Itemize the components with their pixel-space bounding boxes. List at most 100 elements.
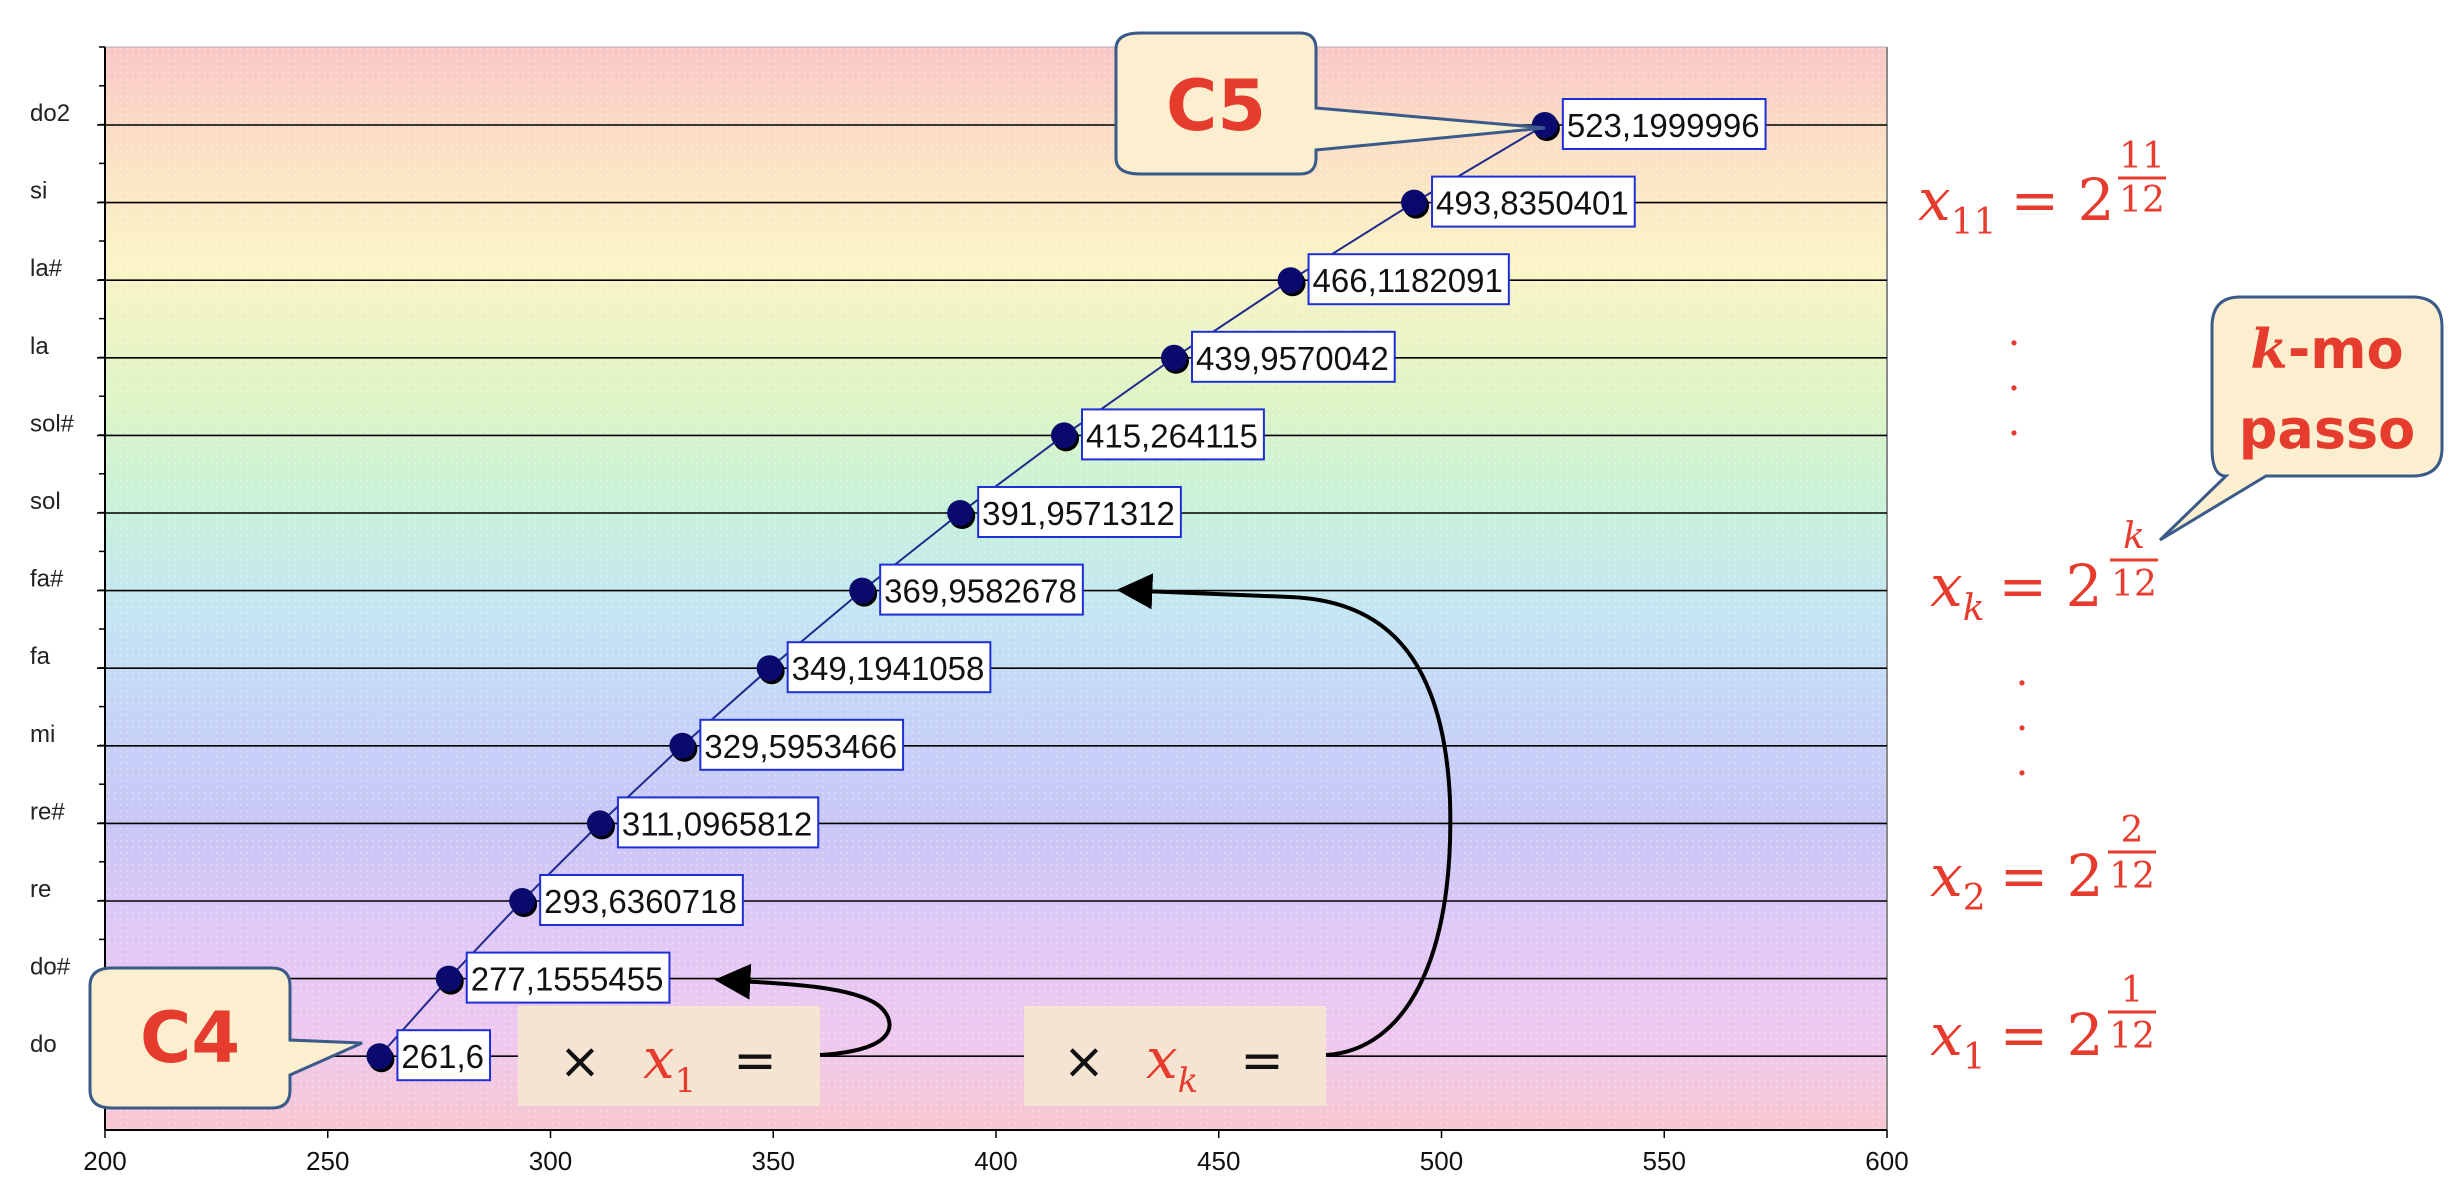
- data-label-box: [1431, 175, 1636, 228]
- operator-xk-sub: k: [1178, 1061, 1199, 1101]
- x-tick-label: 450: [1197, 1146, 1240, 1176]
- callout-kmo-line1: k-mo: [2250, 317, 2403, 381]
- y-tick-label: sol#: [30, 410, 75, 437]
- formula-x11-num: 11: [2119, 136, 2165, 177]
- data-label: 329,5953466: [699, 718, 905, 771]
- formula-x2-sub: 2: [1963, 878, 1986, 919]
- data-label-text: 439,9570042: [1196, 340, 1389, 377]
- operator-x1-var: x: [643, 1027, 675, 1092]
- data-label-text: 329,5953466: [704, 728, 897, 765]
- formula-xk-sub: k: [1963, 588, 1985, 629]
- formula-x11-base: x: [1918, 166, 1951, 234]
- formula-x2-num: 2: [2121, 810, 2144, 851]
- dot-4: .: [2016, 649, 2029, 695]
- formula-xk-num: k: [2123, 516, 2145, 557]
- data-label: 277,1555455: [465, 951, 671, 1004]
- x-tick-label: 600: [1865, 1146, 1908, 1176]
- y-tick-label: fa: [30, 643, 51, 670]
- y-tick-label: do2: [30, 100, 70, 127]
- data-label-text: 311,0965812: [622, 805, 812, 842]
- y-tick-label: do#: [30, 954, 71, 981]
- data-label-text: 466,1182091: [1313, 262, 1503, 299]
- formula-dots-lower: . . .: [2016, 649, 2029, 785]
- dot-5: .: [2016, 694, 2029, 740]
- formula-x2-base: x: [1930, 842, 1963, 910]
- formula-xk: xk = 2 k 12: [1930, 516, 2158, 629]
- callout-c5-shape: [1114, 31, 1546, 176]
- data-point-marker: [1401, 189, 1428, 216]
- operator-x1: x1: [643, 1027, 696, 1101]
- operator-box-x1-bg: [518, 1006, 820, 1106]
- x-tick-label: 400: [974, 1146, 1017, 1176]
- data-label-box: [1307, 253, 1510, 306]
- operator-box-x1: × x1 =: [518, 1006, 820, 1106]
- formula-x11-sub: 11: [1951, 202, 1997, 243]
- y-tick-label: re#: [30, 798, 65, 825]
- y-axis: do do# re re# mi fa fa# sol sol# la la# si do2: [30, 46, 106, 1130]
- formula-dots-upper: . . .: [2008, 309, 2021, 445]
- data-point-marker: [1161, 344, 1188, 371]
- formula-x11: x11 = 2 11 12: [1918, 136, 2166, 243]
- data-label-box: [1561, 98, 1767, 150]
- callout-kmo-rest: -mo: [2288, 318, 2404, 381]
- data-label: 293,6360718: [539, 874, 744, 926]
- operator-xk-var: x: [1146, 1027, 1178, 1092]
- y-tick-label: mi: [30, 721, 55, 748]
- formula-x1-den: 12: [2109, 1016, 2155, 1057]
- callout-kmo-line2: passo: [2239, 398, 2415, 461]
- x-axis: 200 250 300 350 400 450 500 550 600: [83, 1129, 1909, 1176]
- data-label-text: 277,1555455: [471, 961, 664, 998]
- x-tick-label: 300: [529, 1146, 572, 1176]
- data-label-box: [699, 718, 905, 771]
- operator-times-k: ×: [1063, 1032, 1105, 1090]
- data-label: 466,1182091: [1307, 253, 1510, 306]
- data-label: 349,1941058: [786, 641, 992, 694]
- data-label-text: 391,9571312: [982, 495, 1175, 532]
- formula-x1-sub: 1: [1963, 1037, 1986, 1078]
- data-point-marker: [849, 577, 876, 604]
- data-point-marker: [669, 732, 696, 759]
- callout-c4-shape: [88, 966, 363, 1110]
- data-labels: 261,6 277,1555455 293,6360718 311,0965812 32…: [396, 98, 1767, 1082]
- operator-x1-sub: 1: [675, 1061, 697, 1101]
- x-tick-label: 550: [1643, 1146, 1686, 1176]
- x-tick-label: 350: [752, 1146, 795, 1176]
- operator-box-xk: × xk =: [1024, 1006, 1326, 1106]
- data-points: [366, 112, 1560, 1073]
- data-point-marker: [509, 888, 536, 914]
- data-label-box: [465, 951, 671, 1004]
- operator-xk: xk: [1146, 1027, 1198, 1101]
- data-label-box: [977, 486, 1182, 538]
- data-label-box: [1081, 408, 1265, 461]
- y-tick-label: sol: [30, 488, 61, 515]
- data-label: 523,1999996: [1561, 98, 1767, 150]
- data-point-marker: [366, 1043, 393, 1070]
- formula-x11-lhs: x11 = 2: [1918, 166, 2114, 243]
- dot-1: .: [2008, 309, 2021, 355]
- formula-x11-eq: = 2: [2011, 166, 2115, 234]
- callout-c5: C5: [1114, 31, 1546, 176]
- callout-kmo-shape: [2158, 295, 2444, 542]
- formula-x2-lhs: x2 = 2: [1930, 842, 2104, 919]
- formula-x2-den: 12: [2109, 856, 2155, 897]
- data-label-box: [879, 563, 1084, 616]
- data-label: 493,8350401: [1431, 175, 1636, 228]
- data-label: 261,6: [396, 1029, 492, 1082]
- x-tick-label: 200: [83, 1146, 126, 1176]
- data-label-box: [616, 796, 820, 849]
- y-tick-label: si: [30, 178, 47, 205]
- data-label: 439,9570042: [1191, 330, 1396, 383]
- callout-c4: C4: [88, 966, 363, 1110]
- data-label-box: [786, 641, 992, 694]
- data-label-box: [539, 874, 744, 926]
- data-label-box: [1191, 330, 1396, 383]
- data-label-text: 261,6: [401, 1038, 484, 1075]
- data-point-marker: [756, 655, 783, 682]
- data-label-text: 415,264115: [1086, 417, 1258, 454]
- operator-times-1: ×: [559, 1032, 601, 1090]
- formula-x1-base: x: [1930, 1001, 1963, 1069]
- data-label: 311,0965812: [616, 796, 820, 849]
- data-point-marker: [1531, 112, 1558, 138]
- dot-3: .: [2008, 399, 2021, 445]
